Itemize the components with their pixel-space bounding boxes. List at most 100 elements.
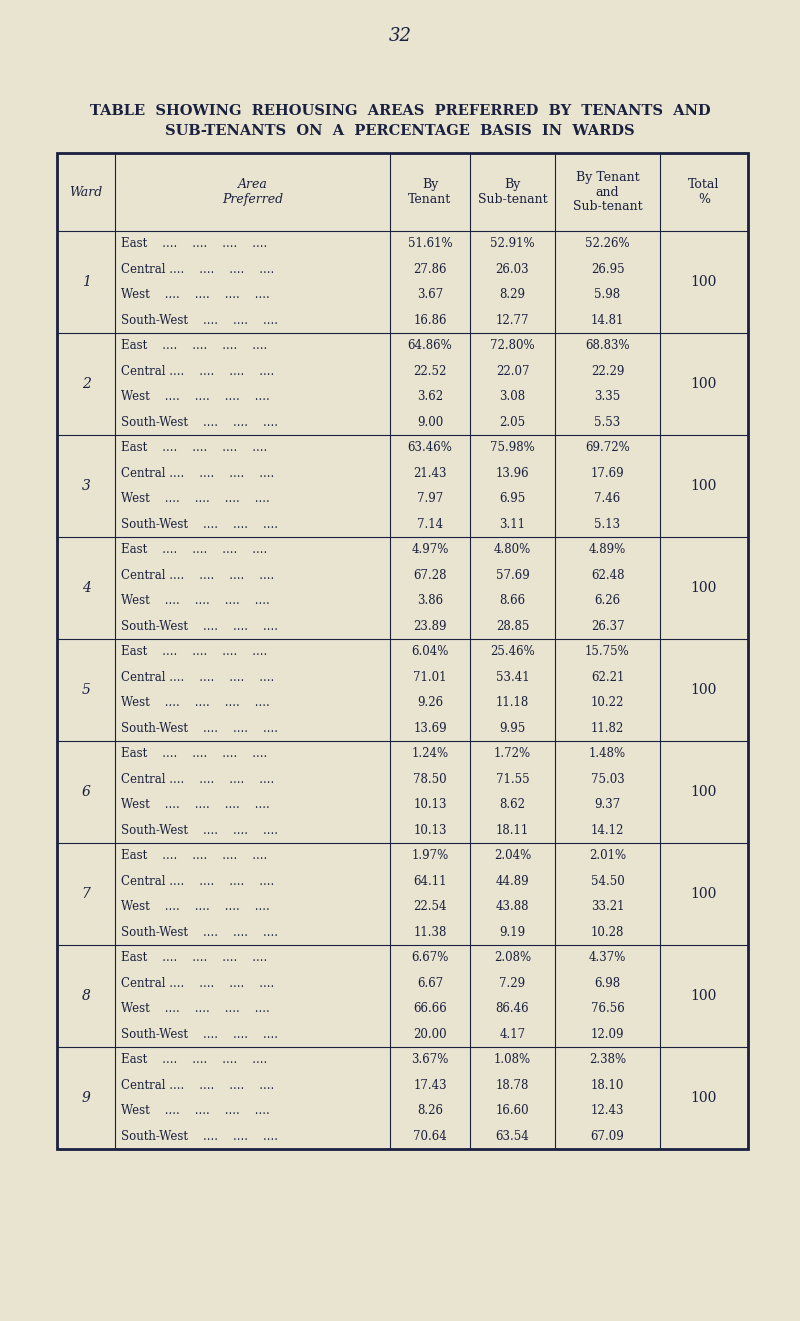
Text: 12.43: 12.43 [590, 1104, 624, 1118]
Text: 100: 100 [691, 1091, 717, 1104]
Text: 4: 4 [82, 581, 90, 594]
Text: 8.26: 8.26 [417, 1104, 443, 1118]
Text: 76.56: 76.56 [590, 1003, 624, 1016]
Text: 12.77: 12.77 [496, 314, 530, 326]
Text: 3.67%: 3.67% [411, 1053, 449, 1066]
Text: 3.08: 3.08 [499, 390, 526, 403]
Text: 7.14: 7.14 [417, 518, 443, 531]
Text: West    ....    ....    ....    ....: West .... .... .... .... [121, 696, 270, 709]
Text: 11.38: 11.38 [414, 926, 446, 939]
Text: 16.86: 16.86 [414, 314, 446, 326]
Text: 25.46%: 25.46% [490, 645, 535, 658]
Text: 72.80%: 72.80% [490, 339, 535, 353]
Text: 26.37: 26.37 [590, 620, 624, 633]
Text: West    ....    ....    ....    ....: West .... .... .... .... [121, 1104, 270, 1118]
Text: 2.38%: 2.38% [589, 1053, 626, 1066]
Text: 23.89: 23.89 [414, 620, 446, 633]
Text: 6.26: 6.26 [594, 594, 621, 608]
Text: 100: 100 [691, 989, 717, 1003]
Text: 3.11: 3.11 [499, 518, 526, 531]
Text: By Tenant
and
Sub-tenant: By Tenant and Sub-tenant [573, 170, 642, 214]
Text: Central ....    ....    ....    ....: Central .... .... .... .... [121, 671, 274, 684]
Text: 54.50: 54.50 [590, 875, 624, 888]
Text: 52.91%: 52.91% [490, 238, 535, 250]
Text: 22.07: 22.07 [496, 365, 530, 378]
Text: 78.50: 78.50 [413, 773, 447, 786]
Text: 7.46: 7.46 [594, 493, 621, 505]
Text: 11.18: 11.18 [496, 696, 529, 709]
Text: Central ....    ....    ....    ....: Central .... .... .... .... [121, 773, 274, 786]
Text: Central ....    ....    ....    ....: Central .... .... .... .... [121, 976, 274, 989]
Text: 4.37%: 4.37% [589, 951, 626, 964]
Text: 32: 32 [389, 26, 411, 45]
Text: 13.69: 13.69 [413, 721, 447, 734]
Text: 13.96: 13.96 [496, 466, 530, 480]
Text: South-West    ....    ....    ....: South-West .... .... .... [121, 1129, 278, 1143]
Text: 4.17: 4.17 [499, 1028, 526, 1041]
Text: 9.26: 9.26 [417, 696, 443, 709]
Text: South-West    ....    ....    ....: South-West .... .... .... [121, 1028, 278, 1041]
Text: 68.83%: 68.83% [585, 339, 630, 353]
Text: 2: 2 [82, 376, 90, 391]
Text: 7.97: 7.97 [417, 493, 443, 505]
Text: 3.62: 3.62 [417, 390, 443, 403]
Text: 18.11: 18.11 [496, 824, 529, 836]
Text: 2.04%: 2.04% [494, 849, 531, 863]
Text: 3.67: 3.67 [417, 288, 443, 301]
Text: 6.98: 6.98 [594, 976, 621, 989]
Text: 75.98%: 75.98% [490, 441, 535, 454]
Text: West    ....    ....    ....    ....: West .... .... .... .... [121, 594, 270, 608]
Text: East    ....    ....    ....    ....: East .... .... .... .... [121, 543, 267, 556]
Text: 9.00: 9.00 [417, 416, 443, 429]
Text: East    ....    ....    ....    ....: East .... .... .... .... [121, 645, 267, 658]
Text: Central ....    ....    ....    ....: Central .... .... .... .... [121, 263, 274, 276]
Text: West    ....    ....    ....    ....: West .... .... .... .... [121, 493, 270, 505]
Text: 22.54: 22.54 [414, 900, 446, 913]
Text: 4.80%: 4.80% [494, 543, 531, 556]
Text: Central ....    ....    ....    ....: Central .... .... .... .... [121, 466, 274, 480]
Text: East    ....    ....    ....    ....: East .... .... .... .... [121, 1053, 267, 1066]
Text: 100: 100 [691, 886, 717, 901]
Text: 5.53: 5.53 [594, 416, 621, 429]
Text: 2.01%: 2.01% [589, 849, 626, 863]
Text: 7: 7 [82, 886, 90, 901]
Text: 10.13: 10.13 [414, 798, 446, 811]
Text: 12.09: 12.09 [590, 1028, 624, 1041]
Text: 69.72%: 69.72% [585, 441, 630, 454]
Text: 8.29: 8.29 [499, 288, 526, 301]
Text: 17.43: 17.43 [413, 1079, 447, 1091]
Text: 66.66: 66.66 [413, 1003, 447, 1016]
Text: South-West    ....    ....    ....: South-West .... .... .... [121, 314, 278, 326]
Text: TABLE  SHOWING  REHOUSING  AREAS  PREFERRED  BY  TENANTS  AND: TABLE SHOWING REHOUSING AREAS PREFERRED … [90, 104, 710, 118]
Text: 3: 3 [82, 480, 90, 493]
Text: 51.61%: 51.61% [408, 238, 452, 250]
Text: 26.03: 26.03 [496, 263, 530, 276]
Text: 10.28: 10.28 [591, 926, 624, 939]
Text: 8.66: 8.66 [499, 594, 526, 608]
Text: 63.54: 63.54 [496, 1129, 530, 1143]
Text: 14.81: 14.81 [591, 314, 624, 326]
Text: 10.13: 10.13 [414, 824, 446, 836]
Text: 16.60: 16.60 [496, 1104, 530, 1118]
Text: 1.97%: 1.97% [411, 849, 449, 863]
Text: 70.64: 70.64 [413, 1129, 447, 1143]
Text: 7.29: 7.29 [499, 976, 526, 989]
Text: 28.85: 28.85 [496, 620, 529, 633]
Text: 43.88: 43.88 [496, 900, 530, 913]
Text: 44.89: 44.89 [496, 875, 530, 888]
Text: 75.03: 75.03 [590, 773, 624, 786]
Text: 6.67: 6.67 [417, 976, 443, 989]
Text: 9.19: 9.19 [499, 926, 526, 939]
Text: 57.69: 57.69 [496, 569, 530, 581]
Text: Ward: Ward [70, 185, 102, 198]
Text: 14.12: 14.12 [591, 824, 624, 836]
Text: 18.78: 18.78 [496, 1079, 529, 1091]
Text: 5.13: 5.13 [594, 518, 621, 531]
Text: 27.86: 27.86 [414, 263, 446, 276]
Text: 10.22: 10.22 [591, 696, 624, 709]
Text: 67.09: 67.09 [590, 1129, 624, 1143]
Text: South-West    ....    ....    ....: South-West .... .... .... [121, 926, 278, 939]
Text: East    ....    ....    ....    ....: East .... .... .... .... [121, 849, 267, 863]
Text: 63.46%: 63.46% [407, 441, 453, 454]
Text: 6: 6 [82, 785, 90, 799]
